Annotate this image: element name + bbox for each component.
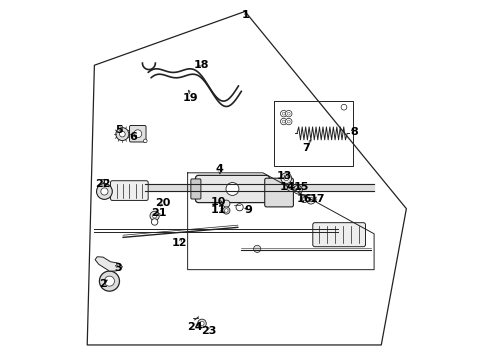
Circle shape [294,185,302,194]
Circle shape [300,195,308,203]
Text: 17: 17 [310,194,325,204]
Text: 5: 5 [115,125,122,135]
FancyBboxPatch shape [191,179,201,199]
Circle shape [281,173,292,184]
Circle shape [99,271,120,291]
Text: 16: 16 [296,194,312,204]
Text: 11: 11 [211,206,226,216]
Text: 14: 14 [279,182,295,192]
Circle shape [280,118,287,125]
Circle shape [287,184,294,192]
Text: 6: 6 [129,132,137,142]
Text: 13: 13 [277,171,292,181]
Text: 12: 12 [172,238,188,248]
Circle shape [150,211,159,221]
Text: 21: 21 [151,208,167,218]
FancyBboxPatch shape [313,223,366,247]
Circle shape [236,204,243,211]
Circle shape [306,195,316,204]
Text: 4: 4 [216,164,224,174]
Circle shape [151,219,158,225]
Text: 1: 1 [242,10,249,20]
Polygon shape [95,257,122,271]
Circle shape [282,120,285,123]
Circle shape [226,183,239,195]
Circle shape [341,104,347,110]
Text: 7: 7 [302,143,310,153]
Circle shape [120,131,125,137]
Circle shape [287,112,290,115]
Circle shape [223,200,230,207]
Circle shape [286,118,292,125]
Circle shape [286,111,292,117]
Circle shape [152,214,157,218]
Circle shape [224,209,228,212]
Circle shape [280,111,287,117]
Circle shape [104,276,115,286]
Circle shape [223,207,230,214]
Text: 9: 9 [244,206,252,216]
Text: 10: 10 [211,197,226,207]
Circle shape [101,188,108,195]
Circle shape [296,188,300,192]
Text: 24: 24 [187,322,202,332]
FancyBboxPatch shape [196,175,270,203]
Circle shape [200,321,204,325]
Circle shape [287,120,290,123]
Text: 18: 18 [194,59,209,69]
Circle shape [289,186,293,189]
Text: 20: 20 [155,198,171,208]
Circle shape [254,245,261,252]
Circle shape [197,319,206,328]
FancyBboxPatch shape [265,178,294,207]
Circle shape [282,112,285,115]
Text: 3: 3 [114,263,122,273]
FancyBboxPatch shape [129,126,146,142]
FancyBboxPatch shape [111,181,148,201]
Text: 15: 15 [294,182,309,192]
Text: 8: 8 [350,127,358,136]
Circle shape [134,130,142,138]
Text: 19: 19 [183,93,198,103]
Text: 2: 2 [99,279,107,289]
Circle shape [144,139,147,143]
Circle shape [284,176,289,181]
Circle shape [309,197,313,202]
Circle shape [116,128,129,140]
Text: 23: 23 [201,325,217,336]
Circle shape [302,197,306,201]
Text: 22: 22 [96,179,111,189]
Circle shape [97,184,112,199]
